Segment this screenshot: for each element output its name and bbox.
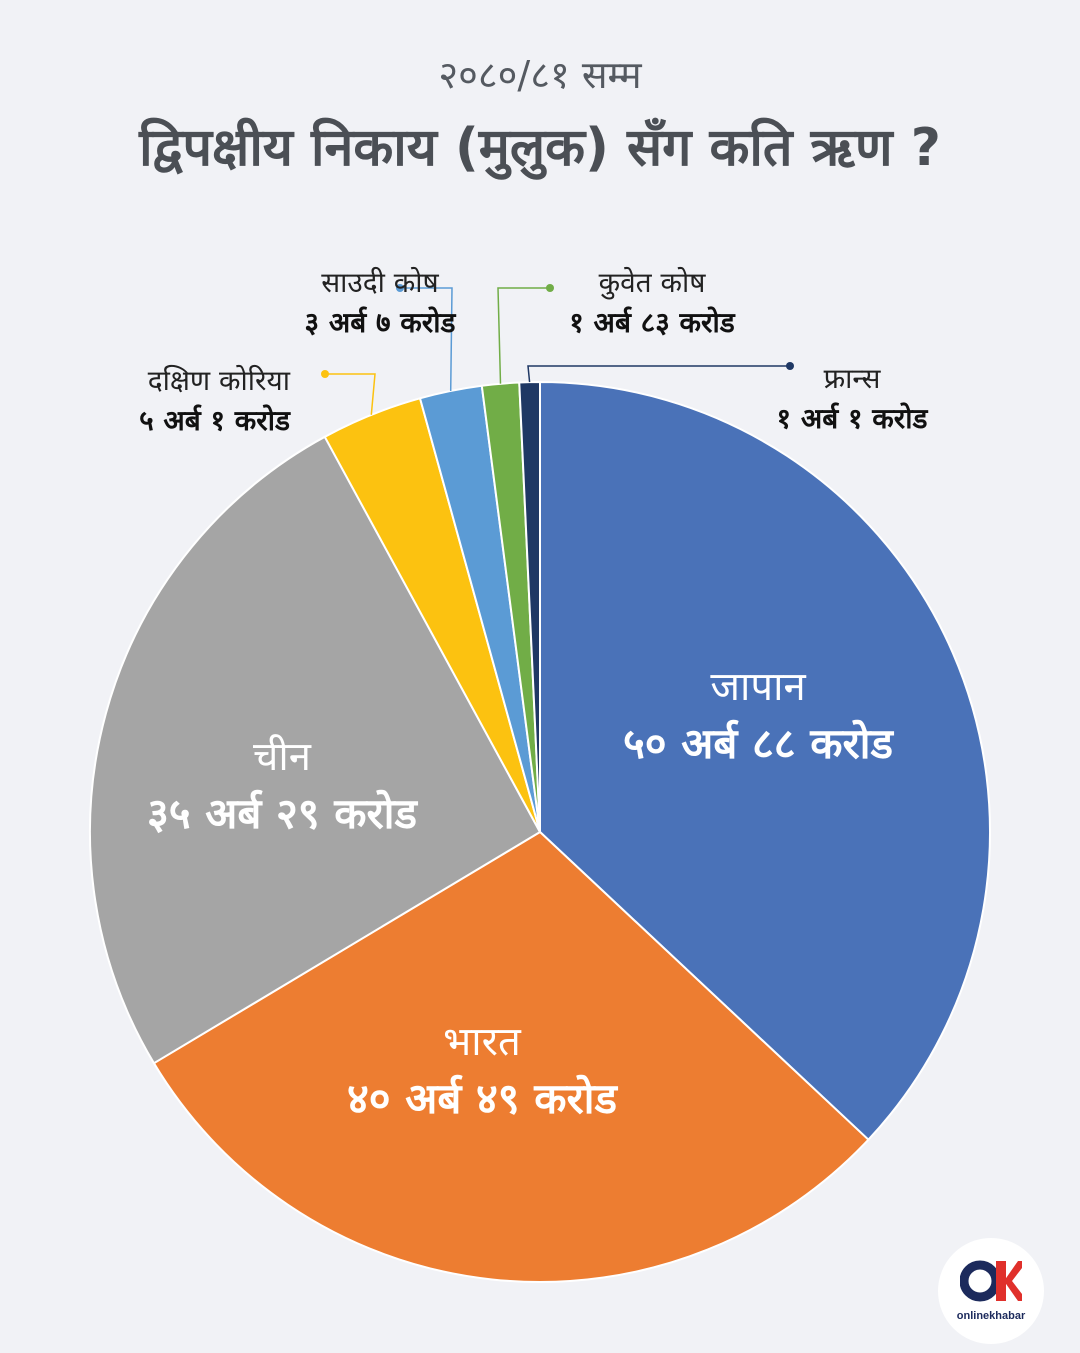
callout-value-label: १ अर्ब ८३ करोड [569,306,736,339]
callout-value-label: १ अर्ब १ करोड [777,402,929,435]
pie-slice [518,381,541,833]
callout-dot [786,362,794,370]
slice-value-label: ३५ अर्ब २९ करोड [147,789,419,838]
chart-subtitle: २०८०/८१ सम्म [438,53,642,97]
callout-line [497,287,550,384]
slice-name-label: चीन [253,734,312,780]
callout-value-label: ३ अर्ब ७ करोड [305,306,457,339]
callout-line [400,287,453,392]
pie-slice [539,381,991,1141]
callout-name-label: फ्रान्स [824,362,882,395]
pie-slice [152,831,870,1283]
slice-name-label: जापान [710,664,806,710]
callout-line [325,373,376,415]
slice-value-label: ५० अर्ब ८८ करोड [623,719,895,768]
callout-dot [321,370,329,378]
logo-ok-icon [960,1260,1022,1302]
callout-dot [396,284,404,292]
callout-value-label: ५ अर्ब १ करोड [139,404,291,437]
slice-value-label: ४० अर्ब ४९ करोड [347,1074,619,1123]
slice-name-label: भारत [443,1019,522,1065]
callout-name-label: कुवेत कोष [599,266,707,300]
callout-name-label: दक्षिण कोरिया [148,364,291,397]
logo-text: onlinekhabar [956,1310,1026,1322]
callout-dot [546,284,554,292]
pie-slice [88,435,541,1065]
chart-title: द्विपक्षीय निकाय (मुलुक) सँग कति ऋण ? [139,118,941,178]
onlinekhabar-logo: onlinekhabar [938,1238,1044,1344]
callout-line [527,365,790,383]
callout-name-label: साउदी कोष [321,266,439,299]
